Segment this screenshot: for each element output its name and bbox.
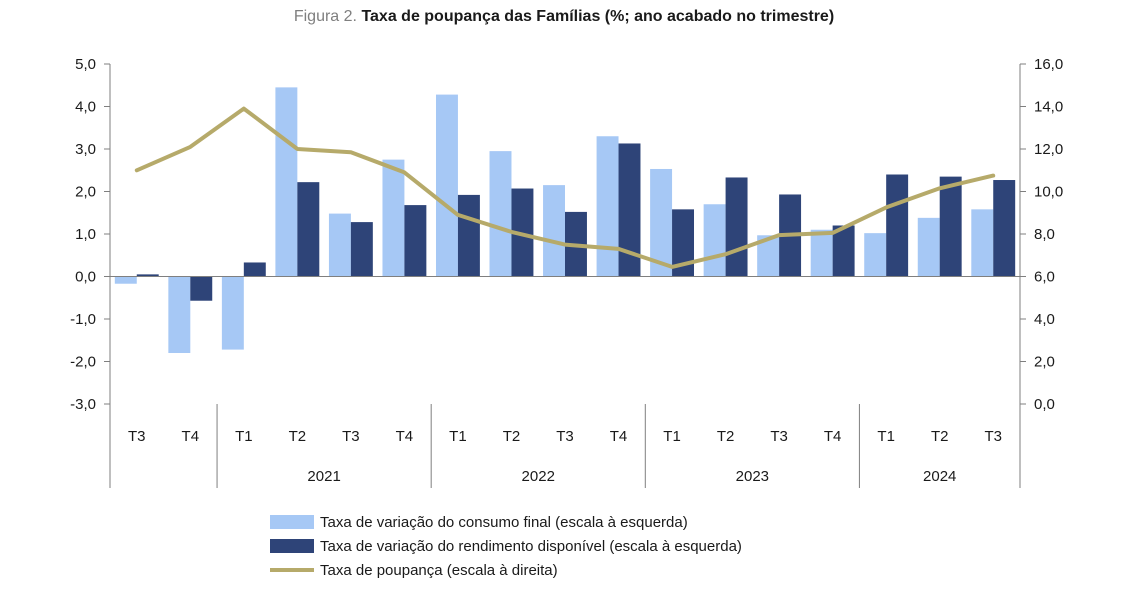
x-tick-label: T4 — [610, 428, 628, 445]
x-tick-label: T4 — [182, 428, 200, 445]
right-axis-tick-label: 2,0 — [1034, 354, 1055, 371]
bar-consumo — [864, 233, 887, 277]
bar-rendimento — [832, 225, 855, 277]
left-axis-tick-label: -3,0 — [70, 396, 96, 413]
x-tick-label: T1 — [877, 428, 895, 445]
bar-consumo — [703, 204, 726, 277]
bar-rendimento — [618, 143, 641, 277]
x-tick-label: T2 — [717, 428, 735, 445]
chart-plot: -3,0 -2,0 -1,0 0,0 1,0 2,0 3,0 4,0 5,0 0,0 2,0 4,0 6… — [70, 56, 1063, 488]
bar-consumo — [757, 235, 780, 277]
bar-rendimento — [297, 182, 320, 277]
x-tick-label: T1 — [449, 428, 467, 445]
bar-rendimento — [993, 180, 1016, 277]
year-label: 2023 — [736, 468, 769, 485]
bar-rendimento — [672, 209, 695, 277]
right-axis-tick-label: 4,0 — [1034, 311, 1055, 328]
chart-title-main: Taxa de poupança das Famílias (%; ano ac… — [361, 8, 835, 25]
bar-rendimento — [243, 262, 266, 277]
x-tick-label: T2 — [931, 428, 949, 445]
right-axis-tick-label: 14,0 — [1034, 99, 1063, 116]
legend-label-rendimento: Taxa de variação do rendimento disponíve… — [320, 537, 742, 555]
legend-swatch-rendimento — [270, 539, 314, 553]
legend-swatch-consumo — [270, 515, 314, 529]
bar-rendimento — [457, 194, 480, 277]
bar-rendimento — [404, 205, 427, 277]
x-tick-label: T3 — [556, 428, 574, 445]
left-axis-tick-label: 4,0 — [75, 99, 96, 116]
bar-rendimento — [190, 276, 213, 301]
year-label: 2024 — [923, 468, 956, 485]
year-label: 2022 — [522, 468, 555, 485]
bar-consumo — [328, 213, 351, 277]
bar-consumo — [382, 159, 405, 277]
bar-consumo — [489, 151, 512, 277]
bar-consumo — [650, 168, 673, 277]
legend-item-poupanca: Taxa de poupança (escala à direita) — [270, 558, 742, 582]
bar-consumo — [275, 87, 298, 277]
left-axis-tick-label: 1,0 — [75, 226, 96, 243]
bar-consumo — [810, 229, 833, 277]
bar-consumo — [917, 217, 940, 277]
left-axis-tick-label: 2,0 — [75, 184, 96, 201]
right-axis-tick-label: 10,0 — [1034, 184, 1063, 201]
bar-consumo — [221, 276, 244, 350]
right-axis-tick-label: 12,0 — [1034, 141, 1063, 158]
bar-consumo — [114, 276, 137, 284]
legend-swatch-poupanca — [270, 568, 314, 572]
legend-label-poupanca: Taxa de poupança (escala à direita) — [320, 561, 558, 579]
right-axis-tick-label: 16,0 — [1034, 56, 1063, 73]
left-axis-tick-label: -2,0 — [70, 354, 96, 371]
chart-title: Figura 2. Taxa de poupança das Famílias … — [0, 8, 1128, 26]
x-tick-label: T2 — [503, 428, 521, 445]
year-label: 2021 — [307, 468, 340, 485]
bar-rendimento — [725, 177, 748, 277]
x-tick-label: T2 — [289, 428, 307, 445]
x-tick-label: T4 — [824, 428, 842, 445]
line-poupanca — [134, 106, 996, 269]
x-tick-label: T3 — [984, 428, 1002, 445]
bar-rendimento — [886, 174, 909, 277]
chart-legend: Taxa de variação do consumo final (escal… — [270, 510, 742, 582]
x-tick-label: T3 — [128, 428, 146, 445]
right-axis-tick-label: 0,0 — [1034, 396, 1055, 413]
chart-title-prefix: Figura 2. — [293, 8, 357, 25]
bar-consumo — [435, 94, 458, 277]
bar-consumo — [596, 136, 619, 277]
bar-consumo — [168, 276, 191, 353]
x-tick-label: T3 — [342, 428, 360, 445]
bar-rendimento — [939, 176, 962, 277]
bar-rendimento — [136, 274, 159, 277]
x-tick-label: T1 — [235, 428, 253, 445]
right-axis-tick-label: 6,0 — [1034, 269, 1055, 286]
left-axis-tick-label: 0,0 — [75, 269, 96, 286]
x-tick-label: T4 — [396, 428, 414, 445]
left-axis-tick-label: 5,0 — [75, 56, 96, 73]
bar-consumo — [971, 209, 994, 277]
legend-item-rendimento: Taxa de variação do rendimento disponíve… — [270, 534, 742, 558]
left-axis-tick-label: -1,0 — [70, 311, 96, 328]
x-tick-label: T1 — [663, 428, 681, 445]
legend-item-consumo: Taxa de variação do consumo final (escal… — [270, 510, 742, 534]
right-axis-tick-label: 8,0 — [1034, 226, 1055, 243]
bar-consumo — [543, 185, 565, 277]
left-axis-tick-label: 3,0 — [75, 141, 96, 158]
bar-rendimento — [350, 222, 373, 277]
legend-label-consumo: Taxa de variação do consumo final (escal… — [320, 513, 688, 531]
x-tick-label: T3 — [770, 428, 788, 445]
